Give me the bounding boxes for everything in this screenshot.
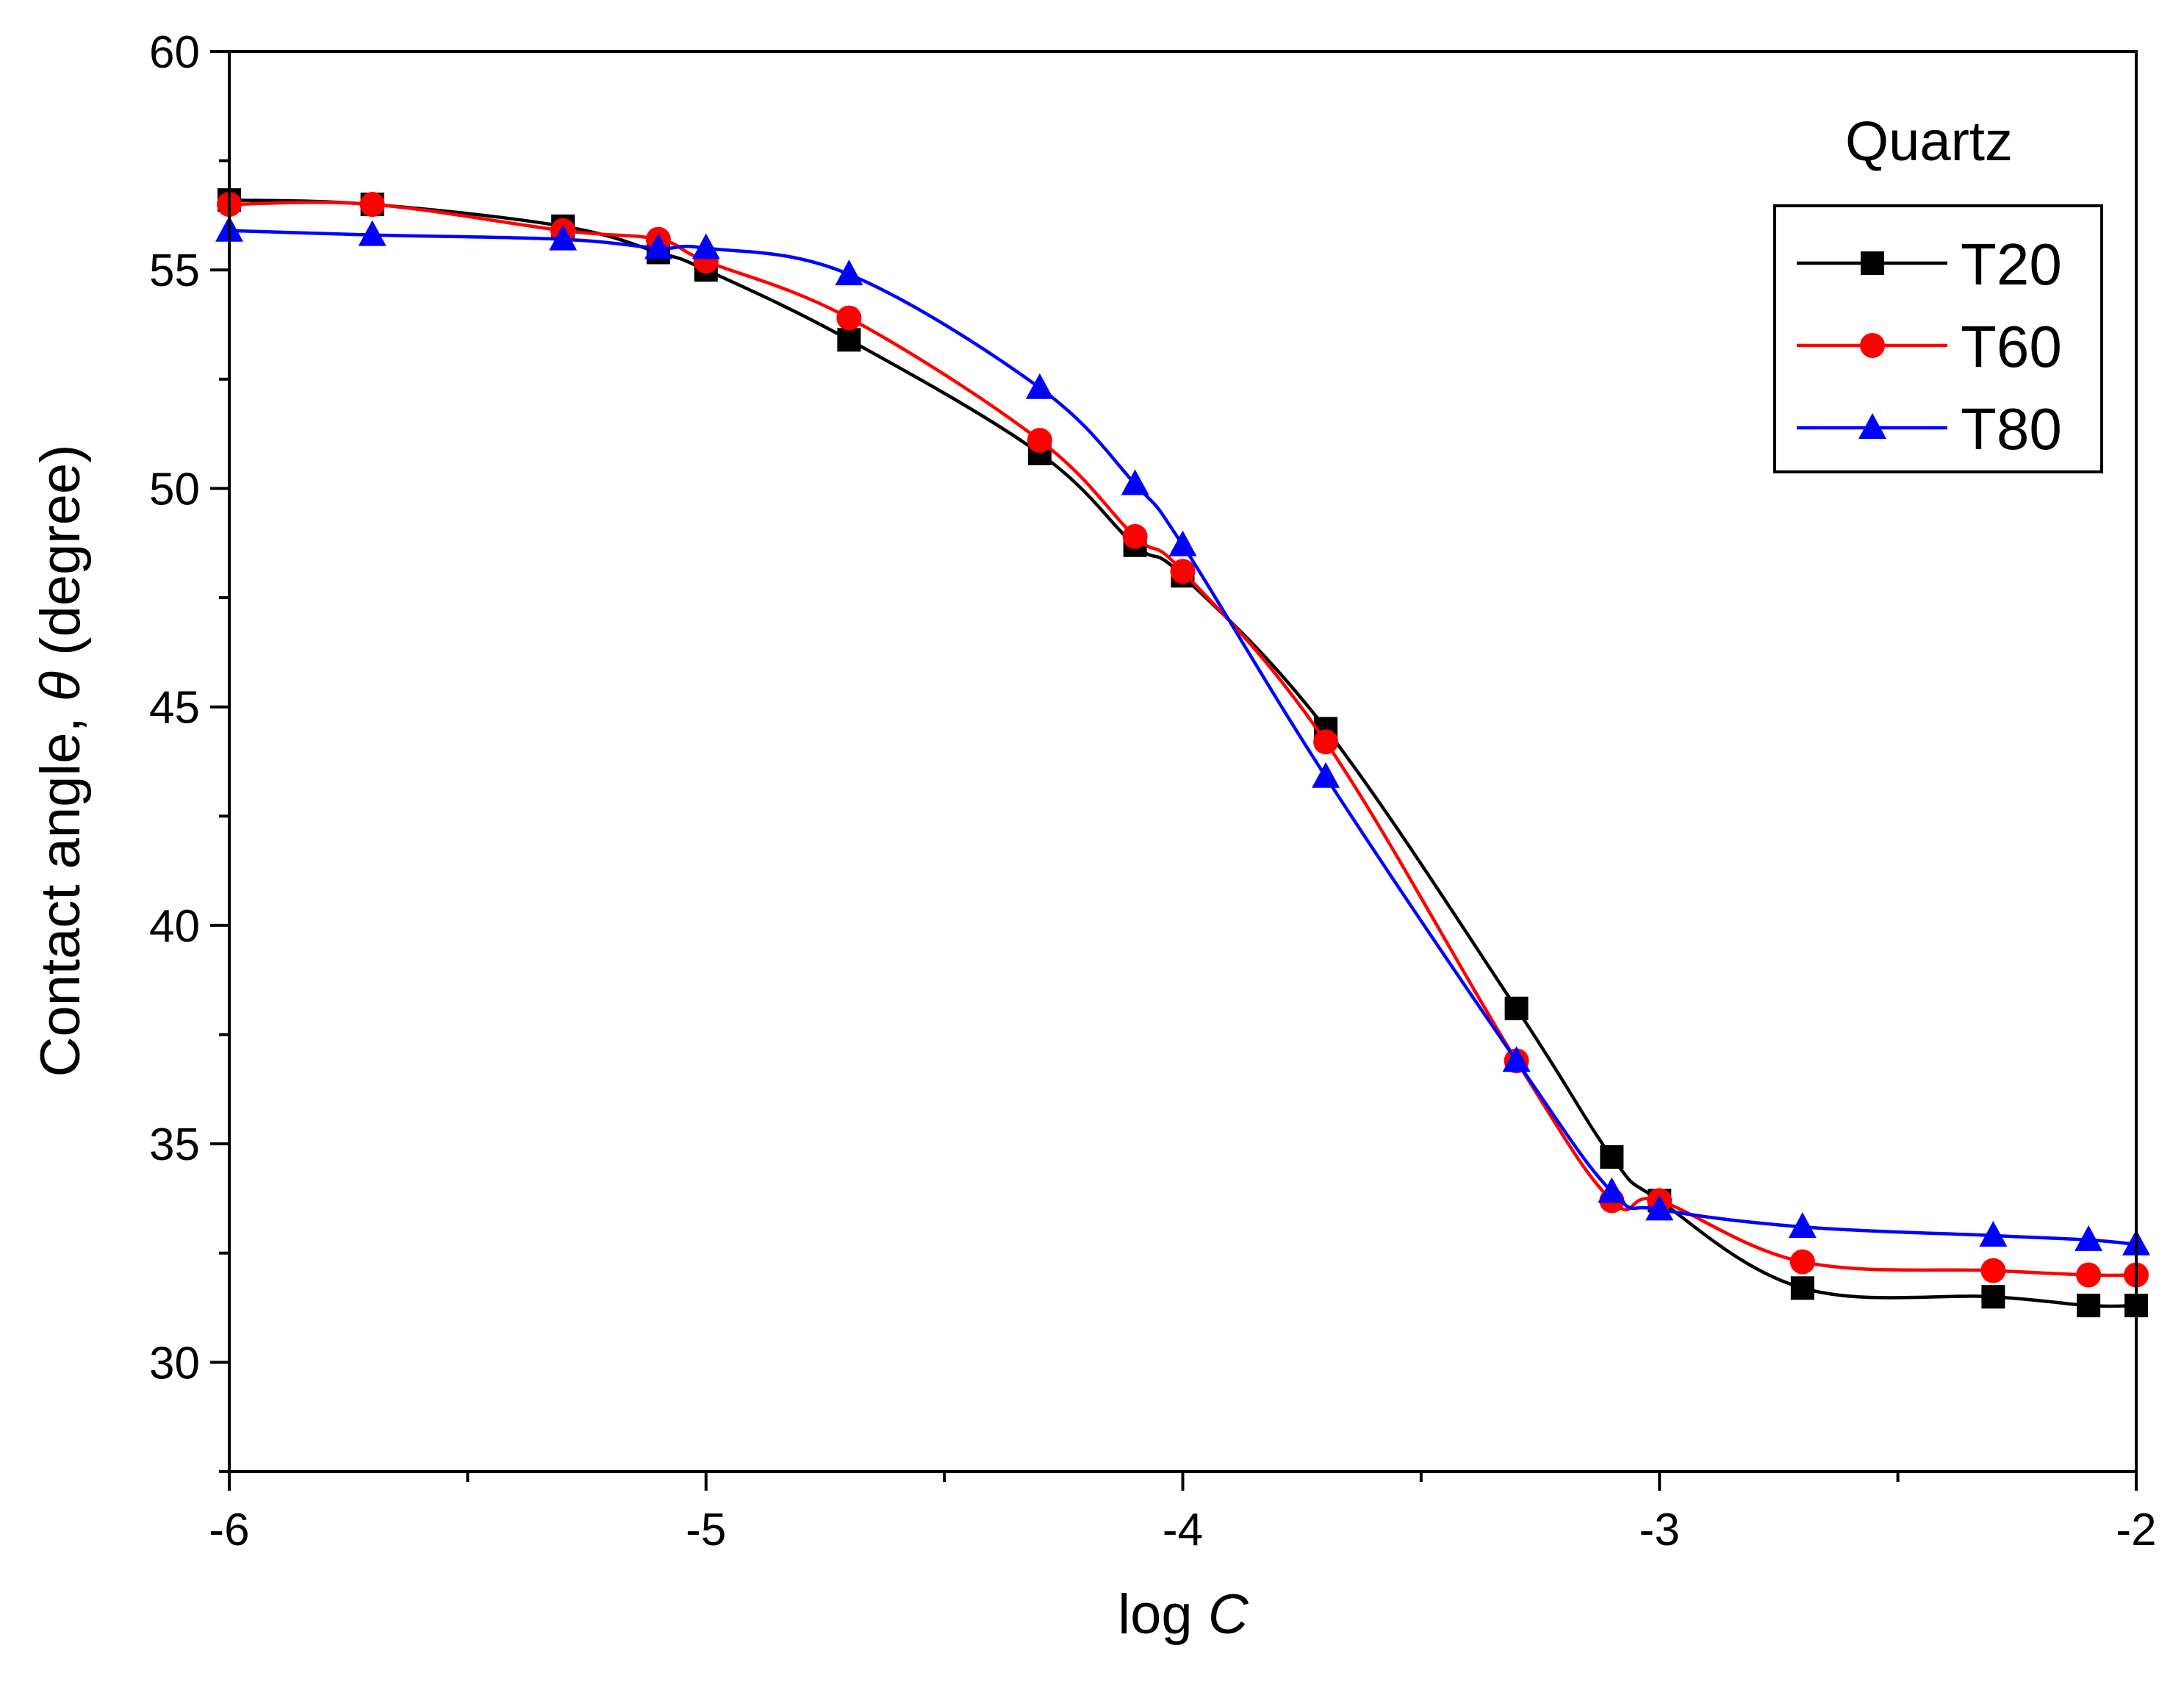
series-layer: [215, 188, 2150, 1318]
legend-label-t80: T80: [1961, 396, 2062, 462]
y-axis-title-prefix: Contact angle,: [29, 701, 92, 1077]
y-tick-label: 45: [149, 683, 200, 734]
y-tick-label: 30: [149, 1338, 200, 1389]
data-point-t20: [1600, 1144, 1624, 1169]
data-point-t80: [644, 233, 672, 259]
data-point-t80: [1312, 762, 1340, 788]
y-tick-label: 60: [149, 27, 200, 78]
data-point-t80: [1788, 1212, 1817, 1239]
legend-item-t60: T60: [1797, 314, 2062, 379]
legend-item-t80: T80: [1797, 396, 2062, 462]
x-tick-label: -3: [1639, 1505, 1680, 1555]
x-tick-label: -2: [2116, 1505, 2156, 1555]
x-axis-title-prefix: log: [1118, 1583, 1208, 1646]
x-axis-title-var: C: [1208, 1583, 1249, 1646]
y-tick-label: 35: [149, 1119, 200, 1170]
y-tick-label: 55: [149, 246, 200, 296]
y-axis-title-suffix: (degree): [29, 445, 92, 671]
data-point-t60: [1980, 1258, 2006, 1283]
y-axis-title: Contact angle, θ (degree): [29, 445, 92, 1078]
y-tick-label: 50: [149, 464, 200, 515]
data-point-t20: [1504, 996, 1529, 1020]
data-point-t60: [1170, 559, 1196, 584]
data-point-t80: [2075, 1225, 2103, 1251]
data-point-t80: [358, 220, 387, 246]
data-point-t80: [1502, 1046, 1531, 1072]
data-point-t80: [1979, 1220, 2008, 1247]
data-point-t80: [1121, 469, 1149, 495]
x-tick-label: -4: [1163, 1505, 1203, 1555]
data-point-t20: [1790, 1276, 1814, 1300]
data-point-t60: [1789, 1249, 1815, 1275]
data-point-t80: [1645, 1194, 1674, 1221]
data-point-t60: [1122, 523, 1148, 549]
data-point-t80: [1598, 1177, 1626, 1203]
y-tick-label: 40: [149, 901, 200, 952]
data-point-t80: [549, 224, 578, 251]
legend-marker-t20: [1861, 251, 1884, 275]
data-point-t60: [2076, 1262, 2102, 1288]
data-point-t60: [1027, 428, 1052, 454]
legend: T20 T60 T80: [1773, 204, 2103, 473]
data-point-t60: [836, 305, 862, 331]
legend-marker-t60: [1860, 333, 1885, 358]
legend-label-t60: T60: [1961, 314, 2062, 379]
data-point-t80: [1025, 373, 1054, 399]
data-point-t20: [837, 328, 861, 352]
x-tick-label: -5: [686, 1505, 726, 1555]
data-point-t80: [835, 259, 863, 286]
legend-item-t20: T20: [1797, 232, 2062, 297]
annotation-quartz: Quartz: [1845, 110, 2013, 173]
axis-ticks: -6 -5 -4 -3 -2 30 35 40 45 50 55 60: [149, 27, 2157, 1555]
data-point-t80: [692, 233, 720, 259]
data-point-t60: [1313, 729, 1339, 755]
data-point-t80: [1168, 530, 1197, 556]
data-point-t20: [2077, 1294, 2101, 1318]
data-point-t20: [1981, 1285, 2005, 1309]
legend-marker-t80: [1858, 413, 1886, 439]
y-axis-title-var: θ: [29, 671, 92, 701]
x-axis-title: log C: [1118, 1583, 1249, 1646]
legend-label-t20: T20: [1961, 232, 2062, 297]
data-point-t60: [359, 192, 385, 218]
x-tick-label: -6: [209, 1505, 249, 1555]
series-t80: [215, 215, 2150, 1255]
